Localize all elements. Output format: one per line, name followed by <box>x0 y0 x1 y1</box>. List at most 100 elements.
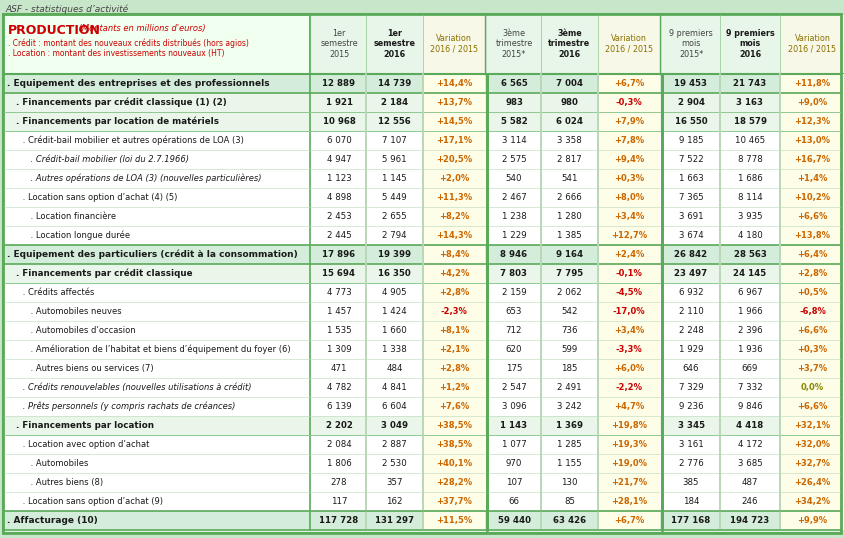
Text: 9 164: 9 164 <box>556 250 583 259</box>
Text: +28,1%: +28,1% <box>611 497 647 506</box>
Bar <box>4 473 840 492</box>
Text: +4,7%: +4,7% <box>614 402 644 411</box>
Bar <box>780 207 844 226</box>
Text: . Financements par location: . Financements par location <box>7 421 154 430</box>
Text: 23 497: 23 497 <box>674 269 707 278</box>
Text: . Financements par crédit classique (1) (2): . Financements par crédit classique (1) … <box>7 98 227 107</box>
Text: 2 776: 2 776 <box>679 459 703 468</box>
Text: . Automobiles neuves: . Automobiles neuves <box>7 307 122 316</box>
Text: 194 723: 194 723 <box>730 516 770 525</box>
Text: +6,7%: +6,7% <box>614 516 644 525</box>
Text: 184: 184 <box>683 497 699 506</box>
Bar <box>598 131 660 150</box>
Text: -2,3%: -2,3% <box>441 307 468 316</box>
Bar <box>780 378 844 397</box>
Text: 16 550: 16 550 <box>674 117 707 126</box>
Text: +8,1%: +8,1% <box>439 326 469 335</box>
Text: +0,3%: +0,3% <box>614 174 644 183</box>
Bar <box>780 473 844 492</box>
Text: 542: 542 <box>561 307 578 316</box>
Text: 6 967: 6 967 <box>738 288 762 297</box>
Bar <box>423 302 485 321</box>
Text: 85: 85 <box>564 497 575 506</box>
Text: 541: 541 <box>561 174 578 183</box>
Text: 6 565: 6 565 <box>500 79 528 88</box>
Text: Variation
2016 / 2015: Variation 2016 / 2015 <box>788 34 836 54</box>
Text: . Crédit-bail mobilier (loi du 2.7.1966): . Crédit-bail mobilier (loi du 2.7.1966) <box>7 155 189 164</box>
Text: 9 premiers
mois
2016: 9 premiers mois 2016 <box>726 29 775 59</box>
Text: 7 107: 7 107 <box>382 136 407 145</box>
Text: +38,5%: +38,5% <box>436 440 472 449</box>
Text: 2 817: 2 817 <box>557 155 582 164</box>
Text: +0,5%: +0,5% <box>798 288 828 297</box>
Bar <box>780 359 844 378</box>
Text: 3ème
trimestre
2016: 3ème trimestre 2016 <box>549 29 591 59</box>
Bar <box>423 74 485 93</box>
Text: 7 803: 7 803 <box>500 269 528 278</box>
Text: 162: 162 <box>387 497 403 506</box>
Bar <box>4 245 840 264</box>
Bar <box>598 188 660 207</box>
Text: 7 329: 7 329 <box>679 383 703 392</box>
Text: . Equipement des entreprises et des professionnels: . Equipement des entreprises et des prof… <box>7 79 269 88</box>
Bar <box>423 473 485 492</box>
Text: 3 691: 3 691 <box>679 212 703 221</box>
Text: 983: 983 <box>505 98 523 107</box>
Text: 2 467: 2 467 <box>501 193 527 202</box>
Text: +21,7%: +21,7% <box>611 478 647 487</box>
Text: . Location : montant des investissements nouveaux (HT): . Location : montant des investissements… <box>8 49 225 58</box>
Bar <box>598 283 660 302</box>
Text: 2 445: 2 445 <box>327 231 351 240</box>
Bar <box>598 264 660 283</box>
Text: 1 145: 1 145 <box>382 174 407 183</box>
Text: 1 806: 1 806 <box>327 459 351 468</box>
Bar <box>423 435 485 454</box>
Text: 2 453: 2 453 <box>327 212 351 221</box>
Text: 66: 66 <box>508 497 520 506</box>
Bar <box>4 264 840 283</box>
Bar <box>3 14 841 74</box>
Text: -4,5%: -4,5% <box>615 288 642 297</box>
Text: +3,4%: +3,4% <box>614 326 644 335</box>
Text: . Financements par location de matériels: . Financements par location de matériels <box>7 117 219 126</box>
Text: +3,4%: +3,4% <box>614 212 644 221</box>
Text: 7 365: 7 365 <box>679 193 703 202</box>
Bar <box>423 321 485 340</box>
Text: 1 077: 1 077 <box>501 440 527 449</box>
Text: . Automobiles: . Automobiles <box>7 459 89 468</box>
Bar <box>4 511 840 530</box>
Text: +2,1%: +2,1% <box>439 345 469 354</box>
Bar <box>598 226 660 245</box>
Bar <box>541 15 598 73</box>
Bar <box>780 283 844 302</box>
Text: +40,1%: +40,1% <box>436 459 472 468</box>
Text: 4 180: 4 180 <box>738 231 762 240</box>
Text: . Prêts personnels (y compris rachats de créances): . Prêts personnels (y compris rachats de… <box>7 402 235 411</box>
Text: 18 579: 18 579 <box>733 117 766 126</box>
Text: 2 159: 2 159 <box>501 288 527 297</box>
Bar <box>423 15 485 73</box>
Bar <box>312 15 485 73</box>
Text: 712: 712 <box>506 326 522 335</box>
Text: 2 794: 2 794 <box>382 231 407 240</box>
Bar <box>423 150 485 169</box>
Bar <box>598 454 660 473</box>
Text: -0,3%: -0,3% <box>615 98 642 107</box>
Bar <box>312 15 366 73</box>
Text: 3 096: 3 096 <box>501 402 527 411</box>
Text: . Automobiles d’occasion: . Automobiles d’occasion <box>7 326 136 335</box>
Text: -0,1%: -0,1% <box>615 269 642 278</box>
Bar <box>423 397 485 416</box>
Text: 278: 278 <box>331 478 347 487</box>
Text: 175: 175 <box>506 364 522 373</box>
Text: 0,0%: 0,0% <box>801 383 824 392</box>
Bar <box>598 150 660 169</box>
Text: +1,2%: +1,2% <box>439 383 469 392</box>
Bar <box>4 321 840 340</box>
Bar <box>598 359 660 378</box>
Text: +12,7%: +12,7% <box>611 231 647 240</box>
Text: 1 369: 1 369 <box>556 421 583 430</box>
Bar <box>423 511 485 530</box>
Bar <box>780 264 844 283</box>
Bar <box>598 378 660 397</box>
